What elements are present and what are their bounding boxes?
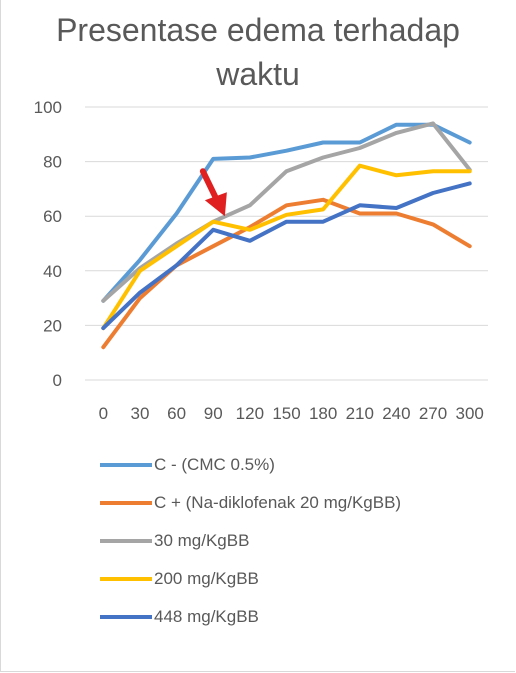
legend-label: C + (Na-diklofenak 20 mg/KgBB) (154, 493, 402, 512)
y-tick-label: 40 (43, 262, 62, 281)
y-tick-label: 80 (43, 153, 62, 172)
legend-swatch (100, 501, 152, 505)
y-tick-label: 100 (34, 98, 62, 117)
legend-label: C - (CMC 0.5%) (154, 455, 275, 474)
x-tick-label: 180 (309, 404, 337, 423)
legend-label: 200 mg/KgBB (154, 569, 259, 588)
legend-label: 448 mg/KgBB (154, 607, 259, 626)
series-line-4 (101, 163, 472, 331)
x-tick-label: 150 (272, 404, 300, 423)
legend-item: C + (Na-diklofenak 20 mg/KgBB) (100, 490, 401, 516)
legend-item: 448 mg/KgBB (100, 604, 259, 630)
x-tick-label: 120 (236, 404, 264, 423)
chart-title-line-1: Presentase edema terhadap (56, 12, 460, 48)
chart-title-line-2: waktu (216, 56, 300, 92)
y-axis-ticks: 0 20 40 60 80 100 (34, 98, 62, 390)
series-line-5 (101, 181, 472, 331)
x-tick-label: 60 (167, 404, 186, 423)
x-axis-ticks: 0 30 60 90 120 150 180 210 240 270 300 (99, 404, 484, 423)
legend-label: 30 mg/KgBB (154, 531, 250, 550)
y-tick-label: 20 (43, 316, 62, 335)
legend-swatch (100, 463, 152, 467)
legend-item: C - (CMC 0.5%) (100, 452, 275, 478)
annotation-arrow-head (204, 192, 227, 217)
legend-swatch (100, 539, 152, 543)
legend-item: 30 mg/KgBB (100, 528, 249, 554)
x-tick-label: 270 (419, 404, 447, 423)
series-line-1 (101, 122, 472, 303)
x-tick-label: 240 (382, 404, 410, 423)
series-line-3 (101, 121, 472, 303)
legend-swatch (100, 615, 152, 619)
x-tick-label: 210 (346, 404, 374, 423)
legend-item: 200 mg/KgBB (100, 566, 259, 592)
x-tick-label: 30 (130, 404, 149, 423)
gridlines (85, 106, 488, 381)
x-tick-label: 300 (455, 404, 483, 423)
y-tick-label: 0 (53, 371, 62, 390)
x-tick-label: 0 (99, 404, 108, 423)
y-tick-label: 60 (43, 207, 62, 226)
x-tick-label: 90 (204, 404, 223, 423)
annotation-arrow (199, 168, 227, 217)
series-lines (101, 121, 472, 350)
legend-swatch (100, 577, 152, 581)
